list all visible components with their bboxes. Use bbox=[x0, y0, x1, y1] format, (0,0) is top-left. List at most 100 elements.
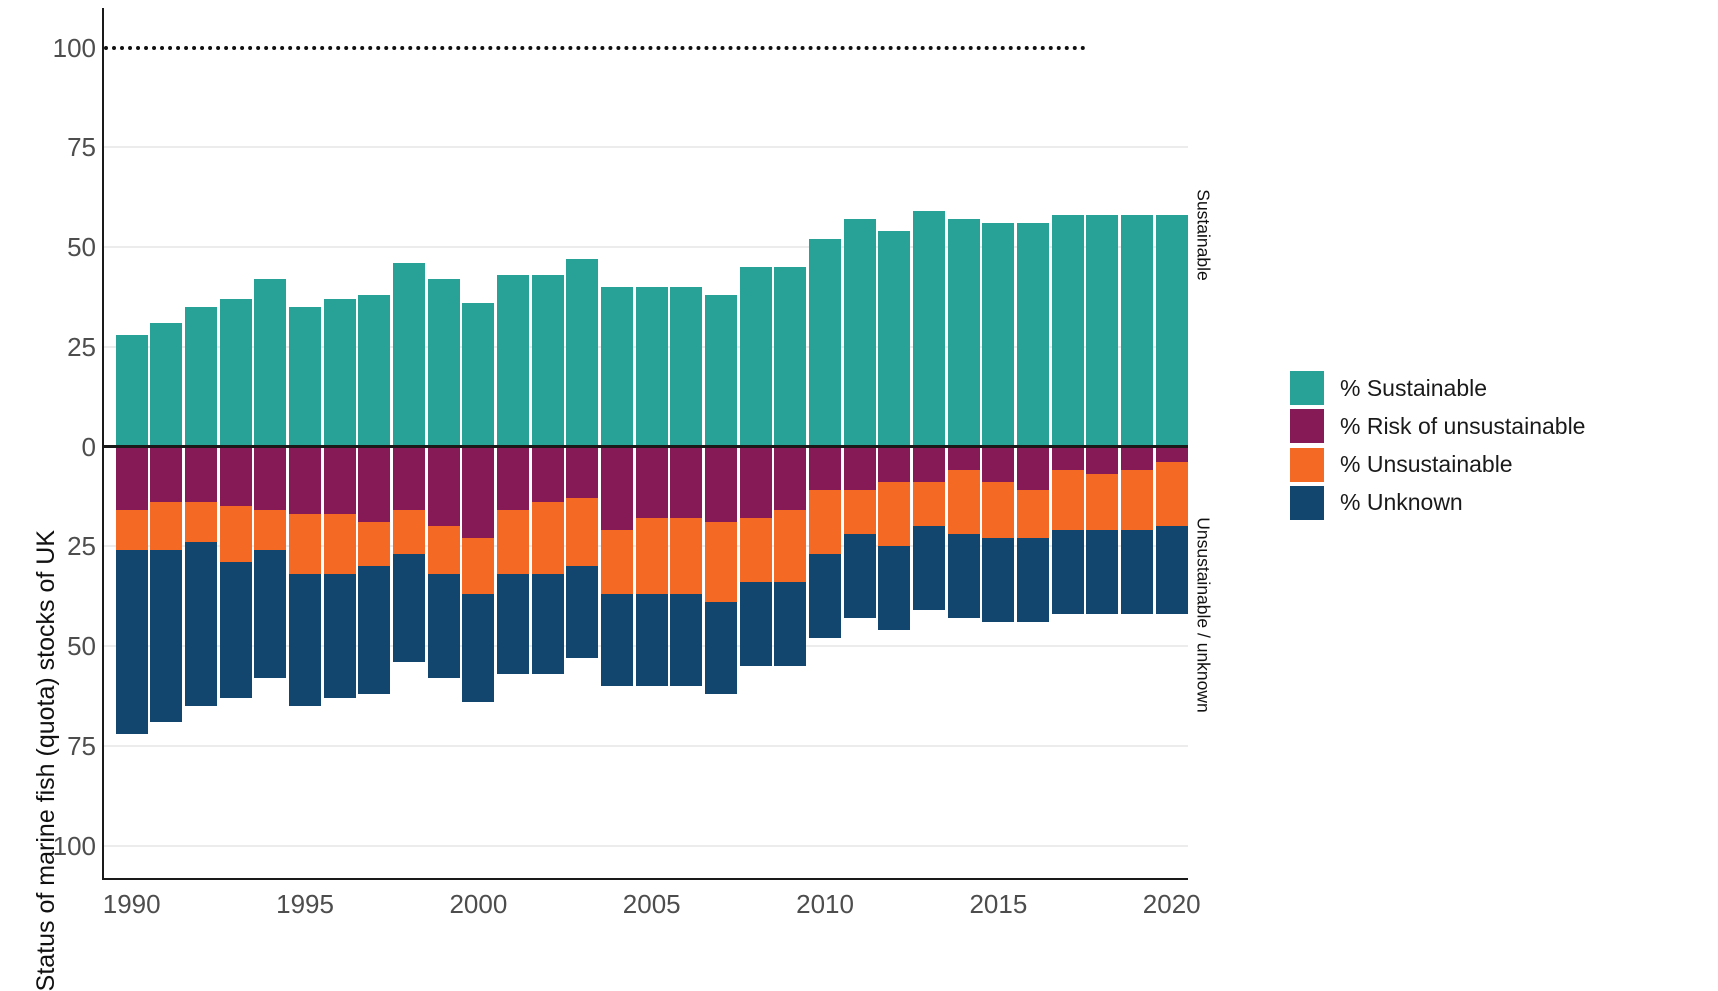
bar-segment-sustainable bbox=[913, 211, 946, 447]
bar-segment-unknown bbox=[427, 574, 460, 678]
bar-segment-unknown bbox=[566, 566, 599, 658]
y-tick-label: 25 bbox=[67, 331, 96, 362]
bar-segment-sustainable bbox=[254, 278, 287, 447]
bar-segment-unsustainable bbox=[427, 526, 460, 575]
bar-segment-unknown bbox=[843, 534, 876, 619]
bar-segment-unknown bbox=[358, 566, 391, 694]
bar-segment-risk bbox=[1017, 446, 1050, 491]
bar-segment-sustainable bbox=[705, 294, 738, 447]
sustainable-side-label: Sustainable bbox=[1193, 189, 1214, 281]
y-tick-label: 50 bbox=[67, 232, 96, 262]
bar-segment-sustainable bbox=[289, 306, 322, 447]
bar-segment-unknown bbox=[982, 538, 1015, 623]
bar-segment-unsustainable bbox=[185, 502, 218, 543]
legend: % Sustainable % Risk of unsustainable % … bbox=[1290, 371, 1585, 524]
x-axis-line bbox=[102, 878, 1188, 880]
bar-segment-unsustainable bbox=[1051, 470, 1084, 531]
bar-segment-sustainable bbox=[1017, 223, 1050, 447]
bar-segment-unsustainable bbox=[358, 522, 391, 567]
bar-segment-risk bbox=[115, 446, 148, 511]
y-tick-label: 100 bbox=[52, 32, 96, 63]
bar-segment-unknown bbox=[1121, 530, 1154, 615]
bar-segment-risk bbox=[601, 446, 634, 531]
legend-swatch-sustainable bbox=[1290, 371, 1324, 405]
bar-segment-unsustainable bbox=[774, 510, 807, 583]
bar-segment-sustainable bbox=[566, 258, 599, 447]
x-tick-label: 2005 bbox=[622, 889, 681, 919]
bar-segment-unsustainable bbox=[531, 502, 564, 575]
bar-segment-sustainable bbox=[1051, 215, 1084, 447]
bar-segment-unsustainable bbox=[982, 482, 1015, 539]
bar-segment-sustainable bbox=[531, 274, 564, 447]
bar-segment-sustainable bbox=[497, 274, 530, 447]
bar-segment-sustainable bbox=[878, 231, 911, 447]
bar-segment-unknown bbox=[150, 550, 183, 722]
bar-segment-risk bbox=[774, 446, 807, 511]
bar-segment-sustainable bbox=[809, 239, 842, 447]
bar-segment-unsustainable bbox=[739, 518, 772, 583]
bar-segment-unknown bbox=[1155, 526, 1188, 615]
bar-segment-unknown bbox=[809, 554, 842, 638]
bar-segment-sustainable bbox=[1121, 215, 1154, 447]
bar-segment-unsustainable bbox=[497, 510, 530, 575]
bar-segment-risk bbox=[913, 446, 946, 483]
bar-segment-unsustainable bbox=[1121, 470, 1154, 531]
gridline-upper bbox=[104, 246, 1188, 248]
bar-segment-risk bbox=[1155, 446, 1188, 463]
bar-segment-risk bbox=[705, 446, 738, 523]
bar-segment-unknown bbox=[1051, 530, 1084, 615]
bar-segment-unknown bbox=[289, 574, 322, 706]
bar-segment-unknown bbox=[947, 534, 980, 619]
x-tick-label: 2010 bbox=[796, 889, 854, 919]
bar-segment-unknown bbox=[601, 594, 634, 686]
bar-segment-unsustainable bbox=[705, 522, 738, 603]
bar-segment-unsustainable bbox=[150, 502, 183, 551]
bar-segment-sustainable bbox=[635, 286, 668, 447]
bar-segment-unknown bbox=[497, 574, 530, 674]
bar-segment-unsustainable bbox=[601, 530, 634, 595]
bar-segment-unknown bbox=[635, 594, 668, 686]
bar-segment-sustainable bbox=[427, 278, 460, 447]
bar-segment-risk bbox=[947, 446, 980, 471]
bar-segment-unsustainable bbox=[566, 498, 599, 567]
bar-segment-unsustainable bbox=[115, 510, 148, 551]
y-tick-label: 25 bbox=[67, 531, 96, 562]
bar-segment-risk bbox=[739, 446, 772, 519]
bar-segment-unsustainable bbox=[462, 538, 495, 595]
bar-segment-unsustainable bbox=[1086, 474, 1119, 531]
x-tick-label: 2015 bbox=[969, 889, 1028, 919]
legend-item-unsustainable: % Unsustainable bbox=[1290, 447, 1585, 482]
bar-segment-unsustainable bbox=[254, 510, 287, 551]
y-tick-label: 0 bbox=[81, 431, 96, 462]
bar-segment-unknown bbox=[1017, 538, 1050, 623]
bar-segment-sustainable bbox=[150, 322, 183, 447]
bar-segment-unknown bbox=[705, 602, 738, 694]
bar-segment-unknown bbox=[254, 550, 287, 678]
bar-segment-sustainable bbox=[115, 334, 148, 447]
bar-segment-risk bbox=[1086, 446, 1119, 475]
bar-segment-unsustainable bbox=[635, 518, 668, 595]
bar-segment-unknown bbox=[115, 550, 148, 734]
bar-segment-sustainable bbox=[1086, 215, 1119, 447]
bar-segment-sustainable bbox=[774, 266, 807, 447]
y-tick-label: 100 bbox=[52, 830, 96, 861]
bar-segment-unknown bbox=[323, 574, 356, 698]
bar-segment-unknown bbox=[185, 542, 218, 706]
bar-segment-risk bbox=[878, 446, 911, 483]
legend-label-unsustainable: % Unsustainable bbox=[1340, 451, 1513, 478]
legend-label-risk: % Risk of unsustainable bbox=[1340, 412, 1586, 439]
bar-segment-risk bbox=[843, 446, 876, 491]
bar-segment-sustainable bbox=[947, 219, 980, 447]
bar-segment-risk bbox=[185, 446, 218, 503]
bar-segment-unsustainable bbox=[809, 490, 842, 555]
reference-line-100 bbox=[104, 45, 1086, 50]
legend-item-sustainable: % Sustainable bbox=[1290, 371, 1585, 405]
chart-canvas: Status of marine fish (quota) stocks of … bbox=[32, 8, 1585, 991]
bar-segment-sustainable bbox=[601, 286, 634, 447]
gridline-lower bbox=[104, 844, 1188, 847]
bar-segment-risk bbox=[670, 446, 703, 519]
bar-segment-unsustainable bbox=[219, 506, 252, 563]
bar-segment-risk bbox=[323, 446, 356, 515]
bar-segment-unsustainable bbox=[670, 518, 703, 595]
legend-label-sustainable: % Sustainable bbox=[1340, 374, 1488, 401]
